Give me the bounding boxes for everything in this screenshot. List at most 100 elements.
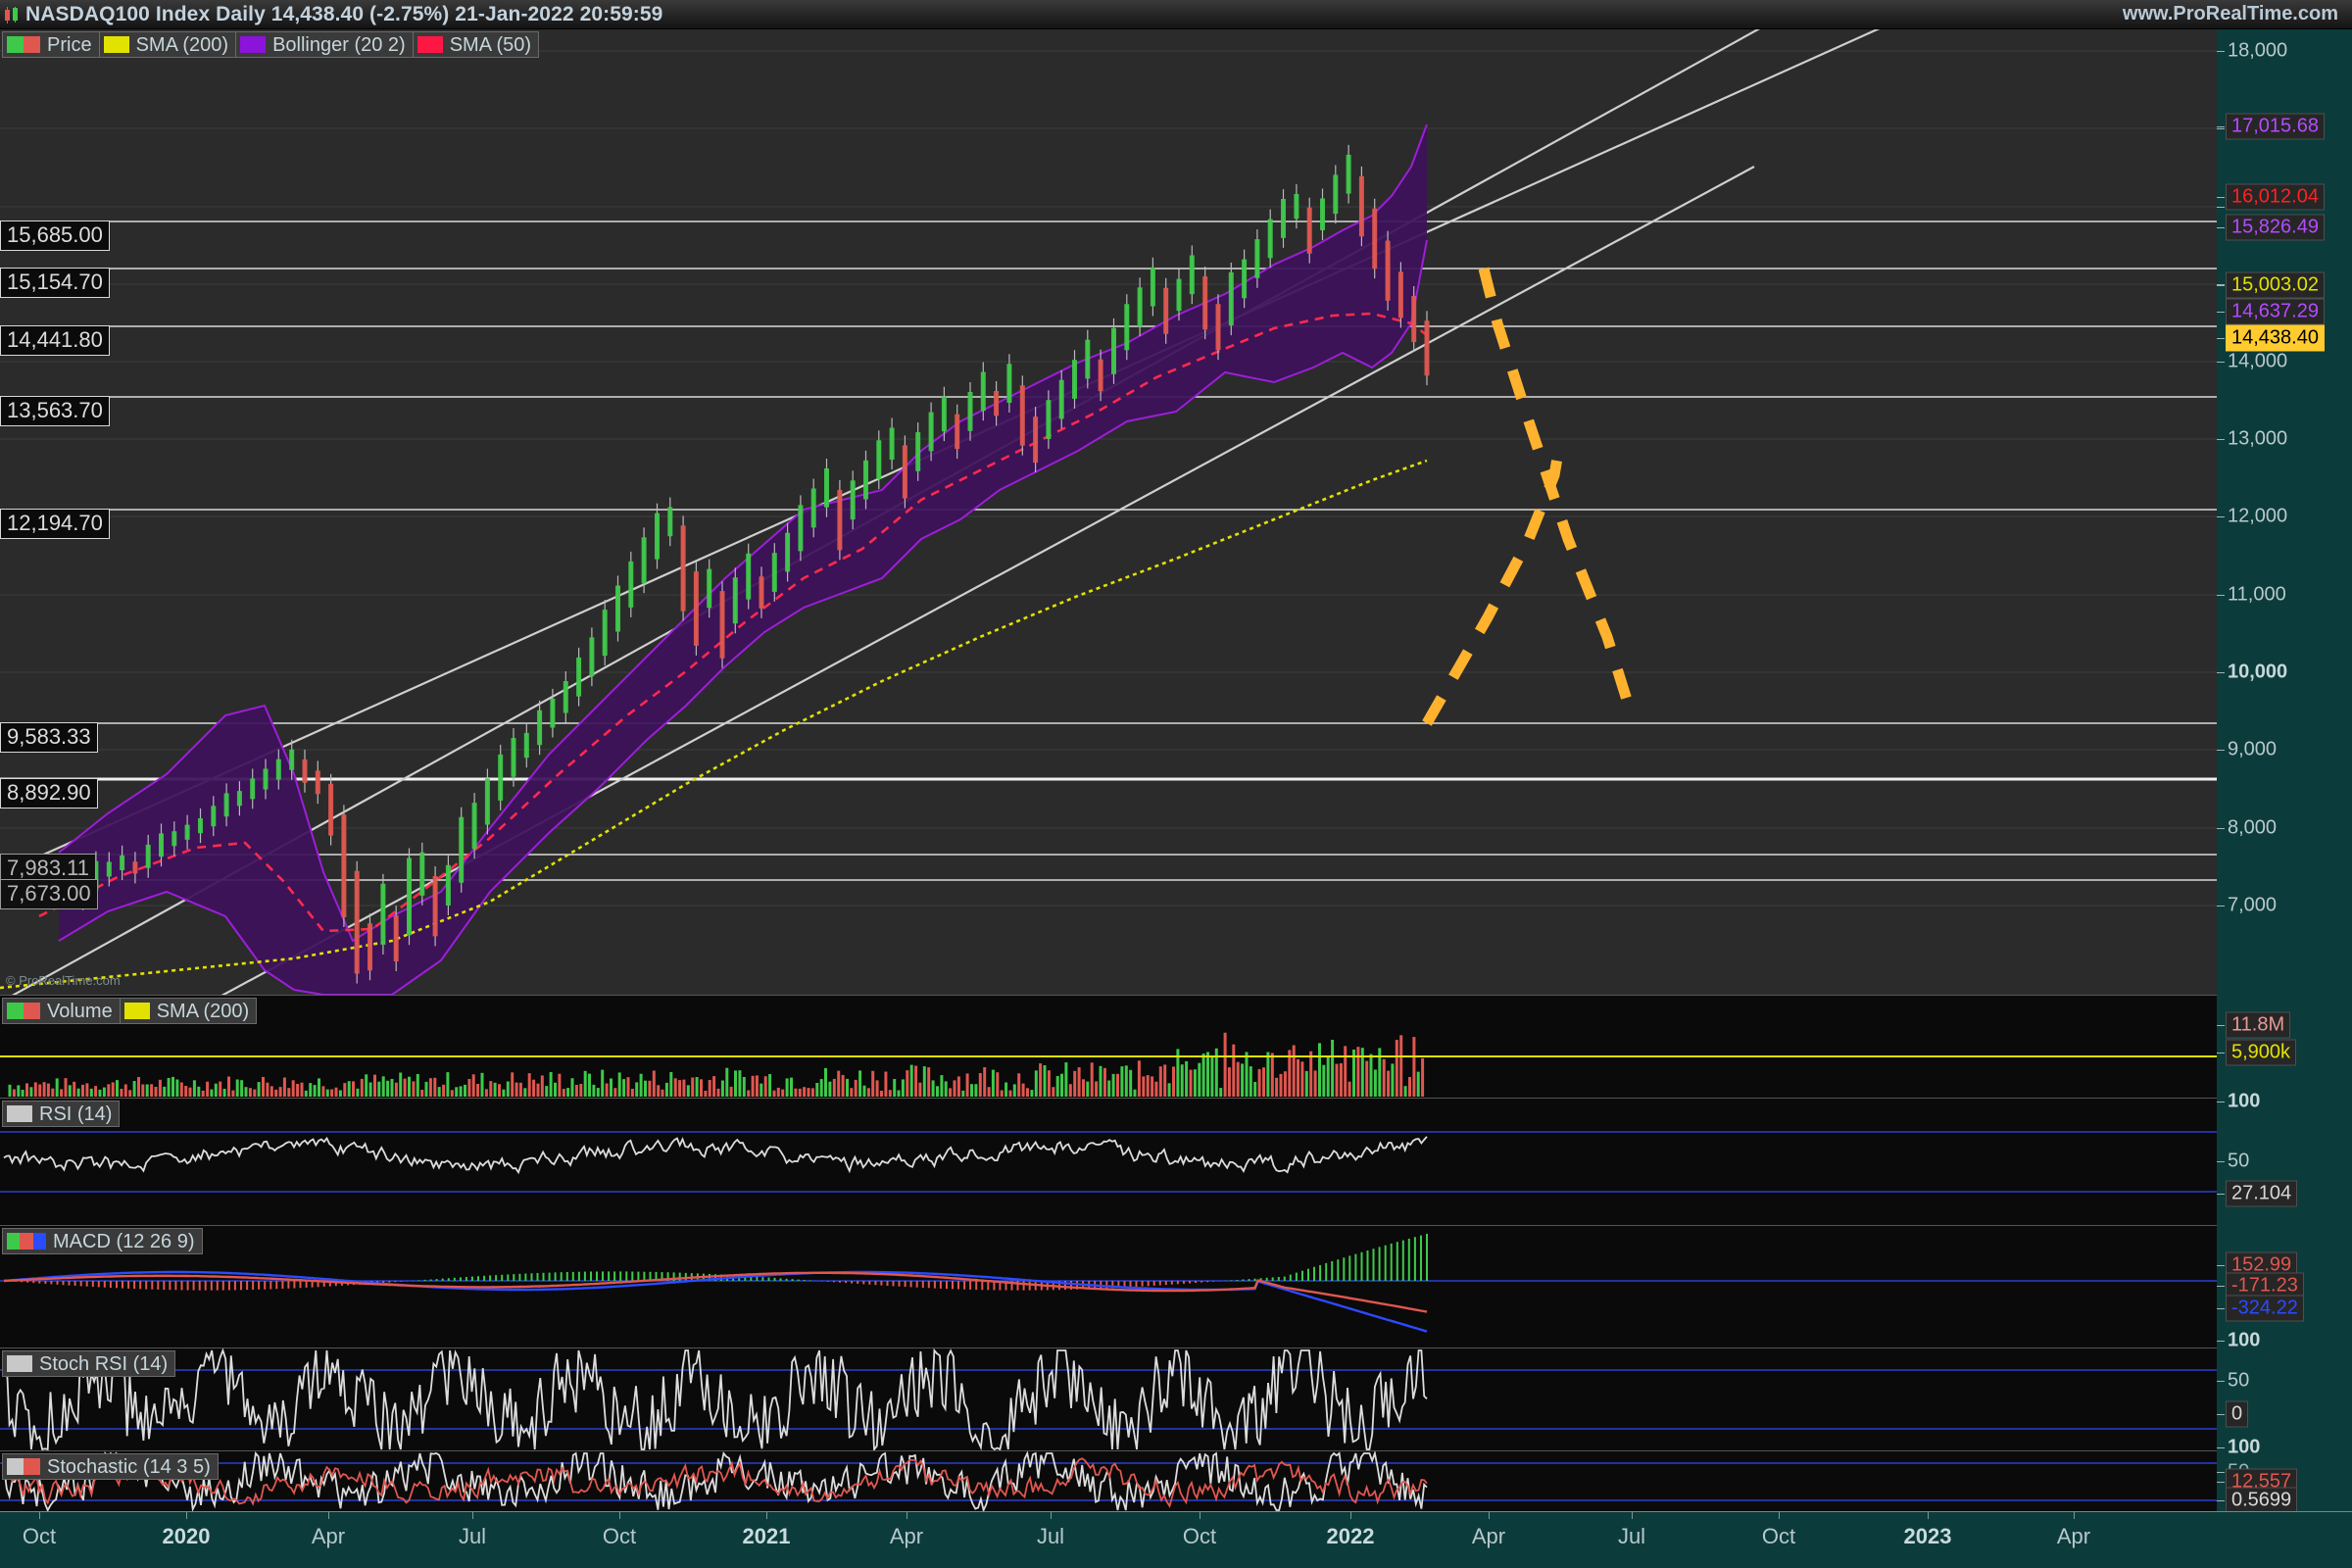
axis-tick bbox=[2217, 1053, 2225, 1054]
color-swatch-icon bbox=[103, 36, 129, 53]
price-legend-item[interactable]: SMA (200) bbox=[98, 31, 237, 58]
axis-value-chip[interactable]: 14,438.40 bbox=[2226, 324, 2325, 352]
price-legend-item[interactable]: SMA (50) bbox=[412, 31, 540, 58]
price-level-tag[interactable]: 12,194.70 bbox=[0, 509, 110, 539]
instrument-title: NASDAQ100 Index Daily 14,438.40 (-2.75%)… bbox=[25, 2, 663, 25]
axis-value-chip[interactable]: 17,015.68 bbox=[2226, 113, 2325, 140]
axis-value-chip[interactable]: 15,003.02 bbox=[2226, 271, 2325, 299]
time-axis[interactable]: Oct 2020 Apr Jul Oct 2021 Apr Jul Oct 2022 Apr Jul O… bbox=[0, 1511, 2352, 1568]
price-level-tag[interactable]: 7,673.00 bbox=[0, 879, 98, 909]
axis-tick bbox=[2217, 1414, 2225, 1415]
axis-tick bbox=[2217, 128, 2225, 129]
color-swatch-icon bbox=[7, 1105, 32, 1122]
price-level-tag[interactable]: 9,583.33 bbox=[0, 722, 98, 753]
axis-value-chip[interactable]: 5,900k bbox=[2226, 1039, 2297, 1066]
time-axis-label: 2022 bbox=[1326, 1524, 1375, 1548]
time-tick bbox=[186, 1512, 187, 1519]
price-legend-item[interactable]: Bollinger (20 2) bbox=[235, 31, 414, 58]
prorealtime-watermark: © ProRealTime.com bbox=[6, 973, 121, 988]
stochastic-legend-item[interactable]: Stochastic (14 3 5) bbox=[2, 1453, 219, 1480]
axis-tick bbox=[2217, 1025, 2225, 1026]
volume-panel[interactable]: Volume SMA (200) bbox=[0, 995, 2217, 1098]
axis-tick bbox=[2217, 672, 2225, 673]
price-level-tag[interactable]: 8,892.90 bbox=[0, 778, 98, 808]
axis-value-chip[interactable]: 16,012.04 bbox=[2226, 183, 2325, 211]
axis-tick bbox=[2217, 227, 2225, 228]
price-axis[interactable]: 18,000 14,000 13,000 12,000 11,000 10,000 9,00… bbox=[2217, 29, 2352, 1514]
time-tick bbox=[1928, 1512, 1929, 1519]
axis-label: 11,000 bbox=[2228, 583, 2286, 606]
time-tick bbox=[1779, 1512, 1780, 1519]
axis-tick bbox=[2217, 338, 2225, 339]
axis-tick bbox=[2217, 207, 2225, 208]
axis-value-chip[interactable]: 0 bbox=[2226, 1400, 2249, 1428]
stoch-rsi-panel[interactable]: Stoch RSI (14) bbox=[0, 1348, 2217, 1450]
stochastic-plot bbox=[0, 1451, 2217, 1511]
time-tick bbox=[2074, 1512, 2075, 1519]
volume-legend-item[interactable]: SMA (200) bbox=[119, 998, 258, 1024]
volume-legend-item[interactable]: Volume bbox=[2, 998, 121, 1024]
color-swatch-icon bbox=[416, 36, 443, 53]
axis-tick bbox=[2217, 51, 2225, 52]
axis-value-chip[interactable]: 0.5699 bbox=[2226, 1487, 2298, 1514]
macd-panel[interactable]: MACD (12 26 9) bbox=[0, 1225, 2217, 1348]
color-swatch-icon bbox=[7, 1003, 40, 1019]
rsi-legend-item[interactable]: RSI (14) bbox=[2, 1101, 121, 1127]
time-tick bbox=[39, 1512, 40, 1519]
axis-tick bbox=[2217, 439, 2225, 440]
axis-tick bbox=[2217, 516, 2225, 517]
time-axis-label: 2021 bbox=[742, 1524, 791, 1548]
time-axis-label: Oct bbox=[22, 1524, 57, 1548]
price-level-tag[interactable]: 15,685.00 bbox=[0, 220, 110, 251]
time-tick bbox=[1632, 1512, 1633, 1519]
axis-value-chip[interactable]: 11.8M bbox=[2226, 1011, 2291, 1039]
stochastic-panel[interactable]: Stochastic (14 3 5) bbox=[0, 1450, 2217, 1511]
price-panel[interactable]: Price SMA (200) Bollinger (20 2) SMA (50) 1… bbox=[0, 29, 2217, 995]
axis-label: 12,000 bbox=[2228, 505, 2288, 527]
rsi-panel[interactable]: RSI (14) bbox=[0, 1098, 2217, 1225]
macd-legend-label: MACD (12 26 9) bbox=[53, 1230, 195, 1252]
axis-tick bbox=[2217, 1265, 2225, 1266]
axis-label: 50 bbox=[2228, 1150, 2250, 1172]
axis-tick bbox=[2217, 1194, 2225, 1195]
macd-plot bbox=[0, 1234, 2217, 1333]
price-level-tag[interactable]: 15,154.70 bbox=[0, 268, 110, 298]
price-level-tag[interactable]: 7,983.11 bbox=[0, 854, 97, 884]
price-legend: Price SMA (200) Bollinger (20 2) SMA (50) bbox=[2, 31, 540, 58]
stoch-rsi-legend-label: Stoch RSI (14) bbox=[39, 1352, 169, 1375]
axis-tick bbox=[2217, 1286, 2225, 1287]
price-legend-label: Bollinger (20 2) bbox=[272, 33, 406, 56]
axis-value-chip[interactable]: -324.22 bbox=[2226, 1295, 2304, 1322]
axis-value-chip[interactable]: 14,637.29 bbox=[2226, 298, 2325, 325]
time-tick bbox=[328, 1512, 329, 1519]
color-swatch-icon bbox=[240, 36, 267, 53]
color-swatch-icon bbox=[7, 1233, 46, 1250]
time-tick bbox=[766, 1512, 767, 1519]
time-axis-label: 2020 bbox=[162, 1524, 211, 1548]
volume-plot bbox=[0, 1032, 2217, 1097]
axis-tick bbox=[2217, 1447, 2225, 1448]
axis-label: 100 bbox=[2228, 1090, 2261, 1112]
rsi-legend-label: RSI (14) bbox=[39, 1102, 113, 1125]
rsi-plot bbox=[0, 1131, 2217, 1193]
axis-tick bbox=[2217, 1161, 2225, 1162]
macd-legend-item[interactable]: MACD (12 26 9) bbox=[2, 1228, 203, 1254]
axis-tick bbox=[2217, 362, 2225, 363]
axis-tick bbox=[2217, 595, 2225, 596]
axis-value-chip[interactable]: 27.104 bbox=[2226, 1180, 2298, 1207]
price-level-tag[interactable]: 13,563.70 bbox=[0, 396, 110, 426]
stoch-rsi-legend-item[interactable]: Stoch RSI (14) bbox=[2, 1350, 176, 1377]
axis-tick bbox=[2217, 312, 2225, 313]
axis-value-chip[interactable]: 15,826.49 bbox=[2226, 214, 2325, 241]
price-legend-item[interactable]: Price bbox=[2, 31, 100, 58]
color-swatch-icon bbox=[7, 1458, 40, 1475]
price-level-tag[interactable]: 14,441.80 bbox=[0, 325, 110, 356]
color-swatch-icon bbox=[123, 1003, 150, 1019]
chart-canvas[interactable]: Price SMA (200) Bollinger (20 2) SMA (50) 1… bbox=[0, 29, 2217, 1511]
time-tick bbox=[472, 1512, 473, 1519]
color-swatch-icon bbox=[7, 36, 40, 53]
axis-tick bbox=[2217, 197, 2225, 198]
time-tick bbox=[1051, 1512, 1052, 1519]
price-legend-label: Price bbox=[47, 33, 92, 56]
time-axis-label: Oct bbox=[602, 1524, 637, 1548]
